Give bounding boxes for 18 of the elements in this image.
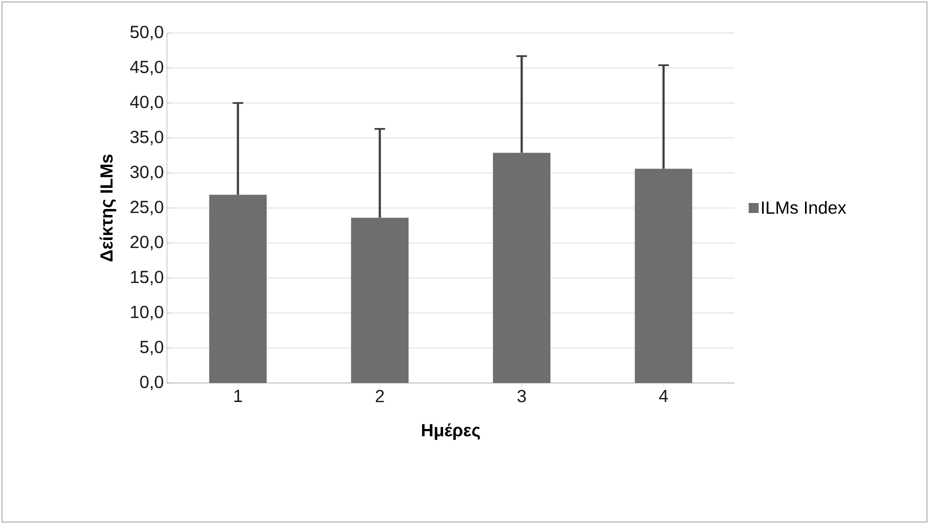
y-tick-label: 45,0 xyxy=(130,60,164,76)
y-axis-title: Δείκτης ILMs xyxy=(100,154,116,262)
x-axis-title: Ημέρες xyxy=(422,423,480,440)
y-tick-label: 25,0 xyxy=(130,200,164,216)
x-tick-label: 1 xyxy=(234,390,242,402)
y-tick-label: 40,0 xyxy=(130,96,164,110)
y-tick-label: 0,0 xyxy=(140,376,164,390)
legend-label: ILMs Index xyxy=(762,200,846,214)
y-tick-label: 30,0 xyxy=(130,166,164,180)
y-tick-label: 20,0 xyxy=(130,236,164,250)
y-tick-label: 10,0 xyxy=(131,306,164,320)
y-tick-label: 15,0 xyxy=(131,270,164,286)
x-tick-label: 3 xyxy=(517,390,526,402)
y-tick-label: 35,0 xyxy=(130,130,164,146)
x-tick-label: 4 xyxy=(659,390,668,402)
y-tick-label: 5,0 xyxy=(140,340,164,356)
y-tick-label: 50,0 xyxy=(130,26,164,40)
x-tick-label: 2 xyxy=(376,390,384,402)
